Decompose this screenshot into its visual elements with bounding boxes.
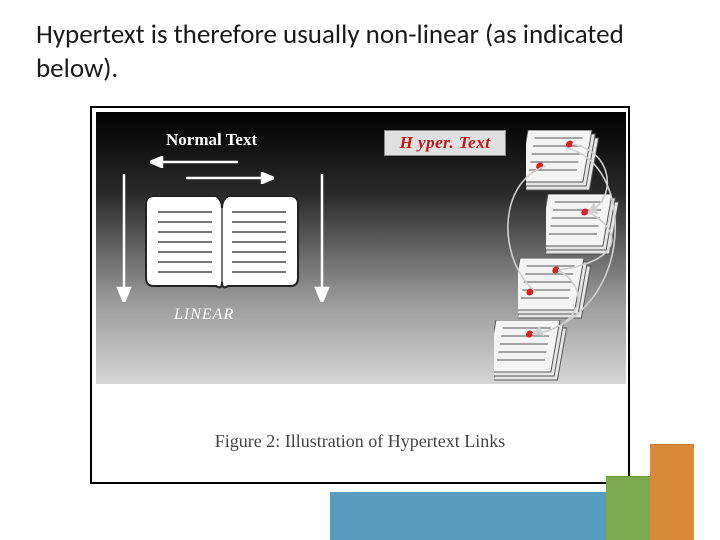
hypertext-page-3 (518, 258, 594, 322)
page-heading: Hypertext is therefore usually non-linea… (36, 18, 684, 86)
floor-bar-green (606, 476, 650, 540)
hypertext-page-4 (494, 320, 570, 384)
floor-bar-blue (330, 492, 606, 540)
arrow-down-right-icon (314, 172, 330, 302)
arrow-right-icon (184, 172, 274, 184)
open-book-icon (142, 190, 302, 294)
normal-text-label: Normal Text (166, 130, 257, 150)
figure-caption: Figure 2: Illustration of Hypertext Link… (92, 431, 628, 452)
floor-bar-orange (650, 444, 694, 540)
diagram-panel: Normal Text (94, 110, 628, 386)
hypertext-badge: H yper. Text (384, 130, 506, 156)
hypertext-page-1 (526, 130, 602, 194)
arrow-down-left-icon (116, 172, 132, 302)
linear-label: LINEAR (174, 306, 234, 324)
arrow-left-icon (150, 156, 240, 168)
hypertext-page-2 (546, 194, 622, 258)
figure-container: Normal Text (90, 106, 630, 484)
